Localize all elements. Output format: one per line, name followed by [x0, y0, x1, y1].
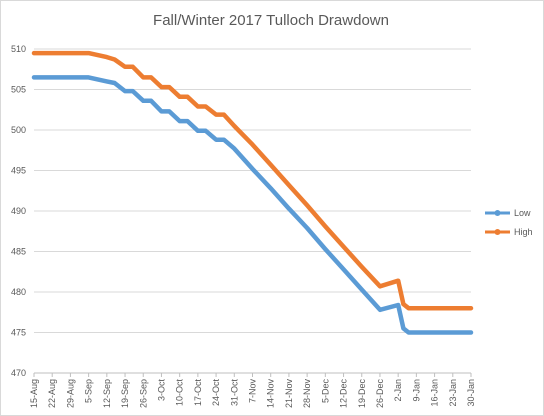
x-tick-label: 5-Sep [84, 379, 94, 403]
x-tick-label: 29-Aug [65, 379, 75, 408]
x-tick-label: 24-Oct [211, 379, 221, 407]
legend-label-high: High [514, 227, 533, 237]
x-tick-label: 7-Nov [248, 379, 258, 404]
y-tick-label: 500 [11, 125, 26, 135]
y-tick-label: 505 [11, 85, 26, 95]
x-tick-label: 19-Sep [120, 379, 130, 408]
legend: Low High [485, 208, 533, 237]
x-tick-label: 17-Oct [193, 379, 203, 407]
x-tick-label: 16-Jan [430, 379, 440, 407]
y-axis: 470 475 480 485 490 495 500 505 510 [11, 44, 26, 378]
chart-title: Fall/Winter 2017 Tulloch Drawdown [153, 12, 389, 29]
x-tick-label: 26-Dec [375, 379, 385, 409]
legend-marker-high [494, 229, 501, 235]
y-tick-label: 485 [11, 247, 26, 257]
x-tick-label: 31-Oct [229, 379, 239, 407]
y-tick-label: 490 [11, 206, 26, 216]
x-tick-label: 15-Aug [29, 379, 39, 408]
gridlines [34, 48, 471, 333]
x-tick-label: 30-Jan [466, 379, 476, 407]
x-tick-label: 2-Jan [393, 379, 403, 402]
x-tick-label: 9-Jan [411, 379, 421, 402]
y-tick-label: 495 [11, 166, 26, 176]
x-tick-label: 3-Oct [156, 379, 166, 402]
y-tick-label: 510 [11, 44, 26, 54]
series-lines [31, 50, 474, 335]
legend-marker-low [494, 210, 501, 216]
x-tick-label: 10-Oct [175, 379, 185, 407]
x-tick-label: 28-Nov [302, 379, 312, 409]
x-tick-label: 21-Nov [284, 379, 294, 409]
series-line-low [31, 75, 474, 335]
x-tick-label: 14-Nov [266, 379, 276, 409]
x-tick-label: 5-Dec [320, 379, 330, 404]
x-axis: 15-Aug 22-Aug 29-Aug 5-Sep 12-Sep 19-Sep 26-Se… [29, 372, 476, 409]
y-tick-label: 470 [11, 368, 26, 378]
series-line-high [31, 50, 474, 311]
x-tick-label: 12-Sep [102, 379, 112, 408]
legend-label-low: Low [514, 208, 531, 218]
x-tick-label: 26-Sep [138, 379, 148, 408]
y-tick-label: 475 [11, 328, 26, 338]
x-tick-label: 23-Jan [448, 379, 458, 407]
x-tick-label: 19-Dec [357, 379, 367, 409]
x-tick-label: 22-Aug [47, 379, 57, 408]
x-tick-label: 12-Dec [339, 379, 349, 409]
y-tick-label: 480 [11, 287, 26, 297]
